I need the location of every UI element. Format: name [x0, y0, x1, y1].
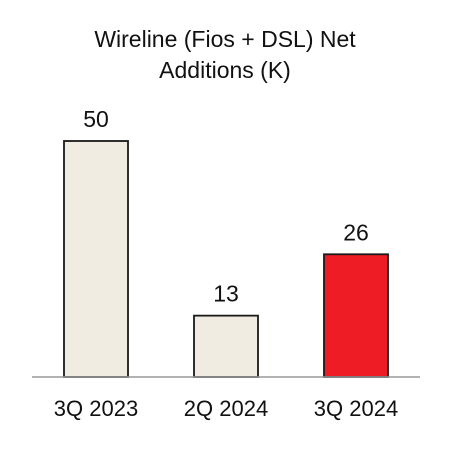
bar-1: [63, 140, 129, 378]
chart-title-line-2: Additions (K): [159, 57, 291, 83]
chart-title-line-1: Wireline (Fios + DSL) Net: [94, 26, 356, 52]
category-label-3: 3Q 2024: [314, 396, 398, 421]
category-label-2: 2Q 2024: [184, 396, 268, 421]
bar-3: [323, 253, 389, 378]
bar-value-label-3: 26: [343, 219, 369, 245]
category-label-1: 3Q 2023: [54, 396, 138, 421]
bar-value-label-1: 50: [83, 106, 109, 132]
bar-2: [193, 314, 259, 378]
bar-value-label-2: 13: [213, 281, 239, 307]
chart-title: Wireline (Fios + DSL) Net Additions (K): [0, 24, 450, 86]
